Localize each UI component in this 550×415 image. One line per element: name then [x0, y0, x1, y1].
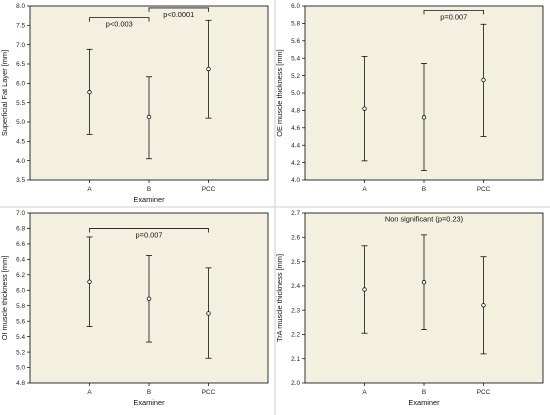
mean-point-pcc	[481, 303, 486, 308]
y-tick-label: 4.0	[291, 177, 300, 184]
panel-superficial-fat: 3.5 4.0 4.5 5.0 5.5 6.0 6.5 7.0 7.5 8.0 A B PCC Exami…	[0, 3, 269, 204]
x-tick-label: B	[147, 186, 151, 193]
y-tick-label: 6.2	[16, 272, 25, 279]
y-tick-label: 5.8	[16, 303, 25, 310]
x-tick-label: PCC	[202, 389, 216, 396]
y-tick-label: 2.3	[291, 307, 300, 314]
y-tick-label: 2.6	[291, 234, 300, 241]
y-tick-label: 6.0	[16, 287, 25, 294]
y-tick-label: 5.0	[291, 90, 300, 97]
y-axis-title: TrA muscle thickness [mm]	[275, 254, 284, 342]
significance-label: p<0.003	[106, 20, 133, 29]
mean-point-b	[146, 114, 152, 120]
y-tick-label: 4.8	[291, 108, 300, 115]
y-tick-label: 2.1	[291, 356, 300, 363]
y-tick-label: 5.0	[16, 119, 25, 126]
y-tick-label: 2.5	[291, 259, 300, 266]
y-tick-label: 2.4	[291, 283, 300, 290]
y-tick-label: 6.0	[16, 81, 25, 88]
x-axis-title: Examiner	[133, 195, 165, 204]
significance-bracket	[89, 228, 209, 233]
y-axis-title: OE muscle thickness [mm]	[275, 49, 284, 136]
y-tick-label: 6.4	[16, 257, 25, 264]
y-tick-label: 4.5	[16, 139, 25, 146]
y-tick-label: 5.6	[16, 318, 25, 325]
y-tick-label: 4.6	[291, 125, 300, 132]
mean-point-pcc	[206, 66, 211, 72]
y-tick-label: 5.6	[291, 38, 300, 45]
y-tick-label: 2.2	[291, 332, 300, 339]
mean-point-pcc	[206, 311, 211, 316]
y-axis-title: Superficial Fat Layer [mm]	[0, 50, 9, 136]
x-axis-title: Examiner	[133, 398, 165, 407]
mean-point-pcc	[481, 77, 486, 83]
mean-point-a	[362, 106, 367, 111]
y-tick-label: 5.4	[291, 55, 300, 62]
mean-point-a	[362, 287, 367, 292]
y-tick-label: 8.0	[16, 3, 25, 10]
significance-bracket	[89, 17, 150, 22]
x-tick-label: PCC	[477, 186, 491, 193]
y-tick-label: 7.0	[16, 42, 25, 49]
y-axis-title: OI muscle thickness [mm]	[0, 256, 9, 341]
y-tick-label: 6.5	[16, 61, 25, 68]
significance-label: Non significant (p=0.23)	[385, 215, 463, 224]
y-tick-label: 7.0	[16, 210, 25, 217]
y-tick-label: 4.8	[16, 380, 25, 387]
y-tick-label: 3.5	[16, 177, 25, 184]
x-axis-title: Examiner	[408, 398, 440, 407]
y-tick-label: 5.8	[291, 21, 300, 28]
x-tick-label: A	[362, 389, 367, 396]
y-tick-label: 7.5	[16, 23, 25, 30]
panel-tra-muscle: 2.0 2.1 2.2 2.3 2.4 2.5 2.6 2.7 A B PCC Examiner TrA…	[275, 210, 544, 407]
y-tick-label: 4.2	[291, 160, 300, 167]
y-tick-label: 5.5	[16, 100, 25, 107]
significance-bracket	[423, 9, 484, 15]
y-tick-label: 4.0	[16, 158, 25, 165]
significance-label: p=0.007	[136, 230, 163, 239]
y-tick-label: 5.2	[16, 349, 25, 356]
panel-oi-muscle: 4.8 5.0 5.2 5.4 5.6 5.8 6.0 6.2 6.4 6.6 6.8 7.0 A B PC…	[0, 210, 269, 407]
x-tick-label: A	[87, 389, 92, 396]
significance-label: p=0.007	[440, 12, 467, 21]
mean-point-b	[421, 115, 427, 120]
mean-point-b	[146, 296, 152, 301]
y-tick-label: 4.4	[291, 142, 300, 149]
y-tick-label: 6.6	[16, 241, 25, 248]
y-tick-label: 2.7	[291, 210, 300, 217]
y-tick-label: 5.4	[16, 334, 25, 341]
y-tick-label: 6.0	[291, 3, 300, 10]
x-tick-label: B	[422, 186, 426, 193]
x-tick-label: B	[422, 389, 426, 396]
significance-bracket	[148, 7, 209, 12]
y-tick-label: 2.0	[291, 380, 300, 387]
x-tick-label: PCC	[202, 186, 216, 193]
x-tick-label: A	[87, 186, 92, 193]
x-tick-label: B	[147, 389, 151, 396]
y-tick-label: 5.0	[16, 365, 25, 372]
x-tick-label: PCC	[477, 389, 491, 396]
x-tick-label: A	[362, 186, 367, 193]
y-tick-label: 5.2	[291, 73, 300, 80]
mean-point-a	[87, 279, 92, 284]
y-tick-label: 6.8	[16, 226, 25, 233]
mean-point-b	[421, 280, 427, 285]
panel-oe-muscle: 4.0 4.2 4.4 4.6 4.8 5.0 5.2 5.4 5.6 5.8 6.0 A B PCC OE…	[275, 3, 544, 193]
mean-point-a	[87, 90, 92, 95]
significance-label: p<0.0001	[163, 10, 194, 19]
